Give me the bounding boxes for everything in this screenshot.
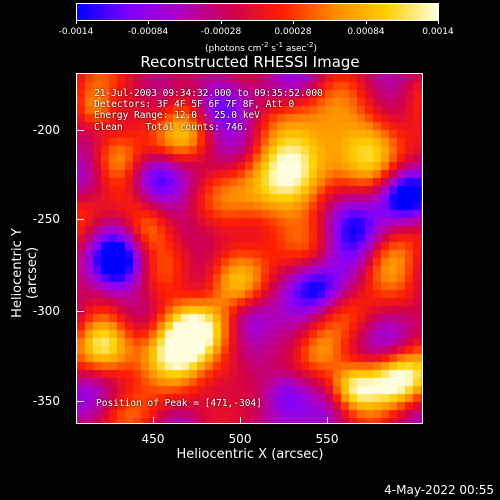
colorbar-unit-label: (photons cm-2 s-1 asec-2) bbox=[204, 41, 318, 54]
image-info-overlay: 21-Jul-2003 09:34:32.000 to 09:35:52.000… bbox=[94, 88, 323, 133]
colorbar-tick-label: -0.00028 bbox=[200, 27, 242, 37]
y-axis-label: Heliocentric Y (arcsec) bbox=[10, 228, 40, 318]
x-axis-label: Heliocentric X (arcsec) bbox=[176, 447, 324, 462]
colorbar-tick-label: -0.00084 bbox=[127, 27, 169, 37]
colorbar bbox=[76, 3, 439, 21]
colorbar-ticks: -0.0014 -0.00084 -0.00028 0.00028 0.0008… bbox=[0, 0, 500, 40]
timestamp: 4-May-2022 00:55 bbox=[384, 483, 494, 497]
time-range-text: 21-Jul-2003 09:34:32.000 to 09:35:52.000 bbox=[94, 88, 323, 99]
rhessi-image bbox=[77, 74, 422, 423]
algorithm-text: Clean Total counts: 746. bbox=[94, 121, 249, 133]
y-tick-label: -250 bbox=[32, 212, 60, 226]
colorbar-tick-label: -0.0014 bbox=[58, 27, 94, 37]
colorbar-tick-label: 0.00028 bbox=[274, 27, 312, 37]
energy-range-text: Energy Range: 12.0 - 25.0 keV bbox=[94, 110, 260, 122]
x-tick-label: 550 bbox=[315, 432, 339, 446]
x-tick-label: 450 bbox=[141, 432, 165, 446]
y-tick-label: -200 bbox=[32, 123, 60, 137]
x-tick-label: 500 bbox=[228, 432, 252, 446]
peak-position-text: Position of Peak = [471,-304] bbox=[96, 398, 262, 409]
image-plot bbox=[76, 73, 423, 424]
y-tick-label: -350 bbox=[32, 394, 60, 408]
colorbar-tick-label: 0.0014 bbox=[422, 27, 454, 37]
detectors-text: Detectors: 3F 4F 5F 6F 7F 8F, Att 0 bbox=[94, 99, 295, 111]
y-tick-label: -300 bbox=[32, 304, 60, 318]
plot-title: Reconstructed RHESSI Image bbox=[140, 53, 360, 71]
colorbar-tick-label: 0.00084 bbox=[347, 27, 385, 37]
